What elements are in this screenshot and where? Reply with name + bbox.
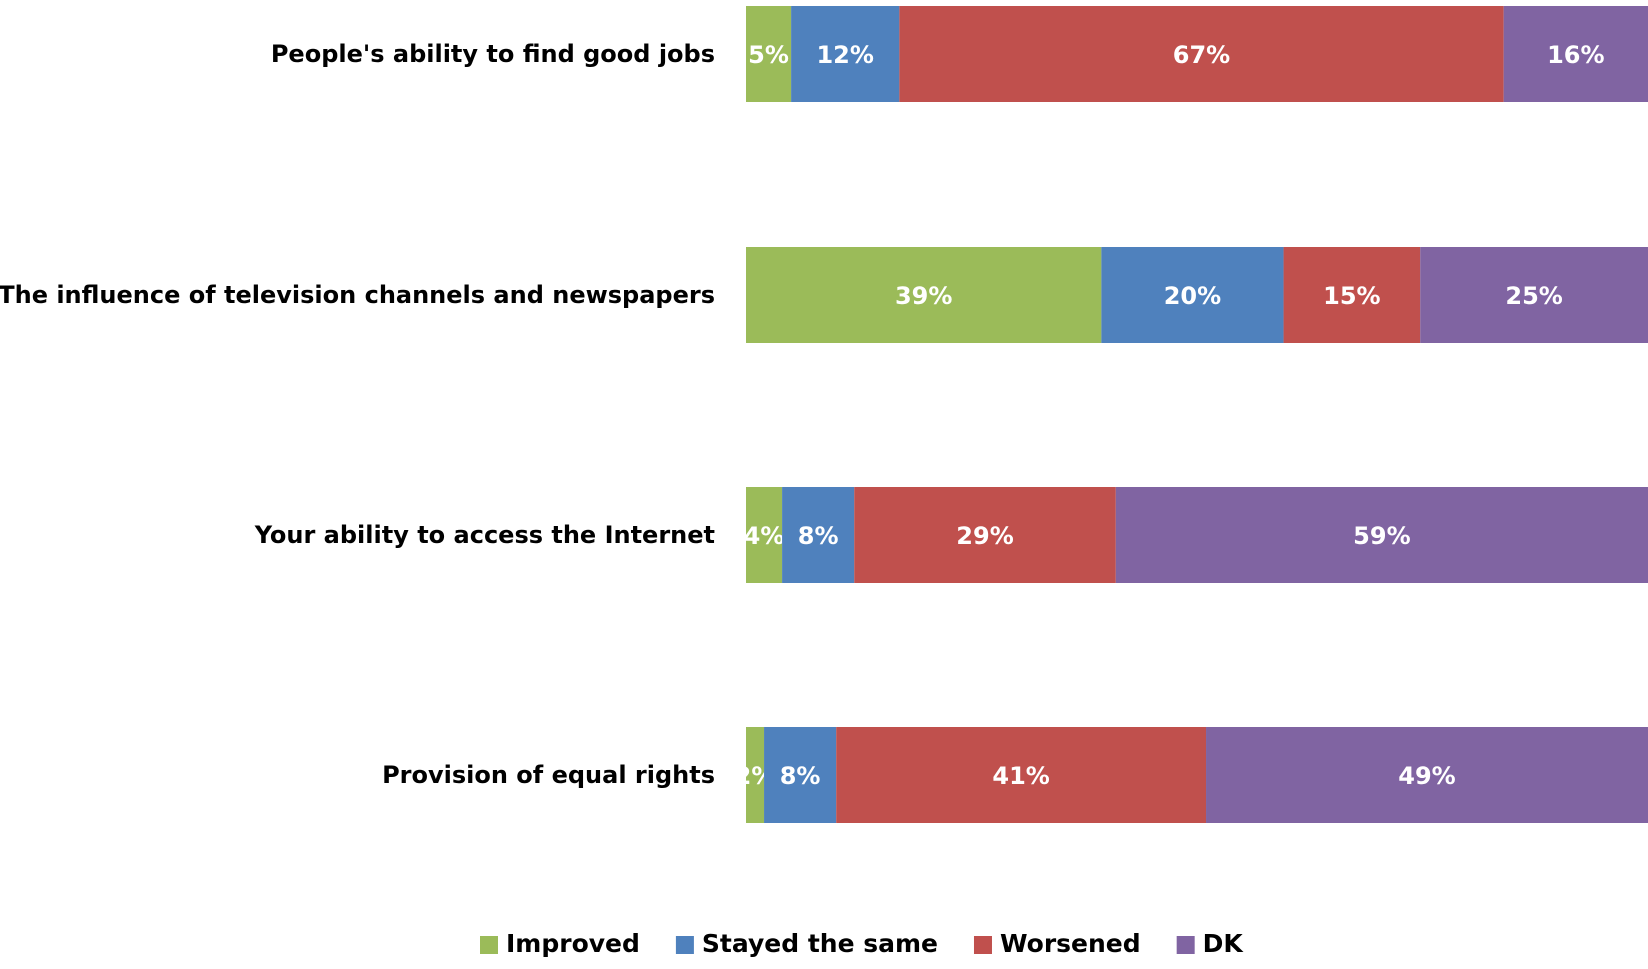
bar-segment-improved xyxy=(746,247,1102,343)
data-label: 12% xyxy=(816,41,873,69)
legend-swatch-worsened xyxy=(973,936,992,954)
legend-label: Worsened xyxy=(1000,929,1141,958)
bars-layer: 5% 12% 67% 16%39% 20% 15% 25%4% 8% 29% 59%2% 8% 41%… xyxy=(735,6,1648,823)
category-label: Your ability to access the Internet xyxy=(254,521,715,549)
category-label: People's ability to find good jobs xyxy=(271,40,715,68)
legend-label: Stayed the same xyxy=(702,929,938,958)
data-label: 5% xyxy=(748,41,789,69)
legend-label: DK xyxy=(1203,929,1245,958)
data-label: 4% xyxy=(744,522,785,550)
bar-segment-improved xyxy=(746,727,765,823)
bar-segment-improved xyxy=(746,487,783,583)
category-label: The influence of television channels and… xyxy=(0,281,715,309)
data-label: 67% xyxy=(1173,41,1230,69)
legend-swatch-stayed-the-same xyxy=(675,936,694,954)
data-label: 39% xyxy=(895,282,952,310)
data-label: 25% xyxy=(1505,282,1562,310)
bar-segment-improved xyxy=(746,6,792,102)
bar-segment-dk xyxy=(1503,6,1648,102)
bar-segment-dk xyxy=(1206,727,1648,823)
data-label: 8% xyxy=(798,522,839,550)
bar-segment-stayed-the-same xyxy=(1101,247,1284,343)
legend-swatch-dk xyxy=(1176,936,1195,954)
data-label: 16% xyxy=(1547,41,1604,69)
legend-label: Improved xyxy=(506,929,640,958)
legend: Improved Stayed the same Worsened DK xyxy=(480,929,1244,958)
bar-segment-worsened xyxy=(1283,247,1421,343)
data-label: 29% xyxy=(956,522,1013,550)
bar-segment-worsened xyxy=(899,6,1504,102)
data-label: 15% xyxy=(1323,282,1380,310)
data-label: 59% xyxy=(1353,522,1410,550)
bar-segment-stayed-the-same xyxy=(764,727,837,823)
bar-segment-worsened xyxy=(836,727,1207,823)
legend-swatch-improved xyxy=(480,936,498,954)
data-label: 20% xyxy=(1164,282,1221,310)
bar-segment-stayed-the-same xyxy=(782,487,855,583)
bar-segment-dk xyxy=(1420,247,1648,343)
data-label: 41% xyxy=(992,762,1049,790)
data-label: 49% xyxy=(1398,762,1455,790)
bar-segment-dk xyxy=(1115,487,1648,583)
bar-segment-stayed-the-same xyxy=(791,6,900,102)
bar-segment-worsened xyxy=(854,487,1116,583)
category-label: Provision of equal rights xyxy=(382,761,715,789)
data-label: 8% xyxy=(780,762,821,790)
category-labels: People's ability to find good jobs The in… xyxy=(0,40,715,789)
